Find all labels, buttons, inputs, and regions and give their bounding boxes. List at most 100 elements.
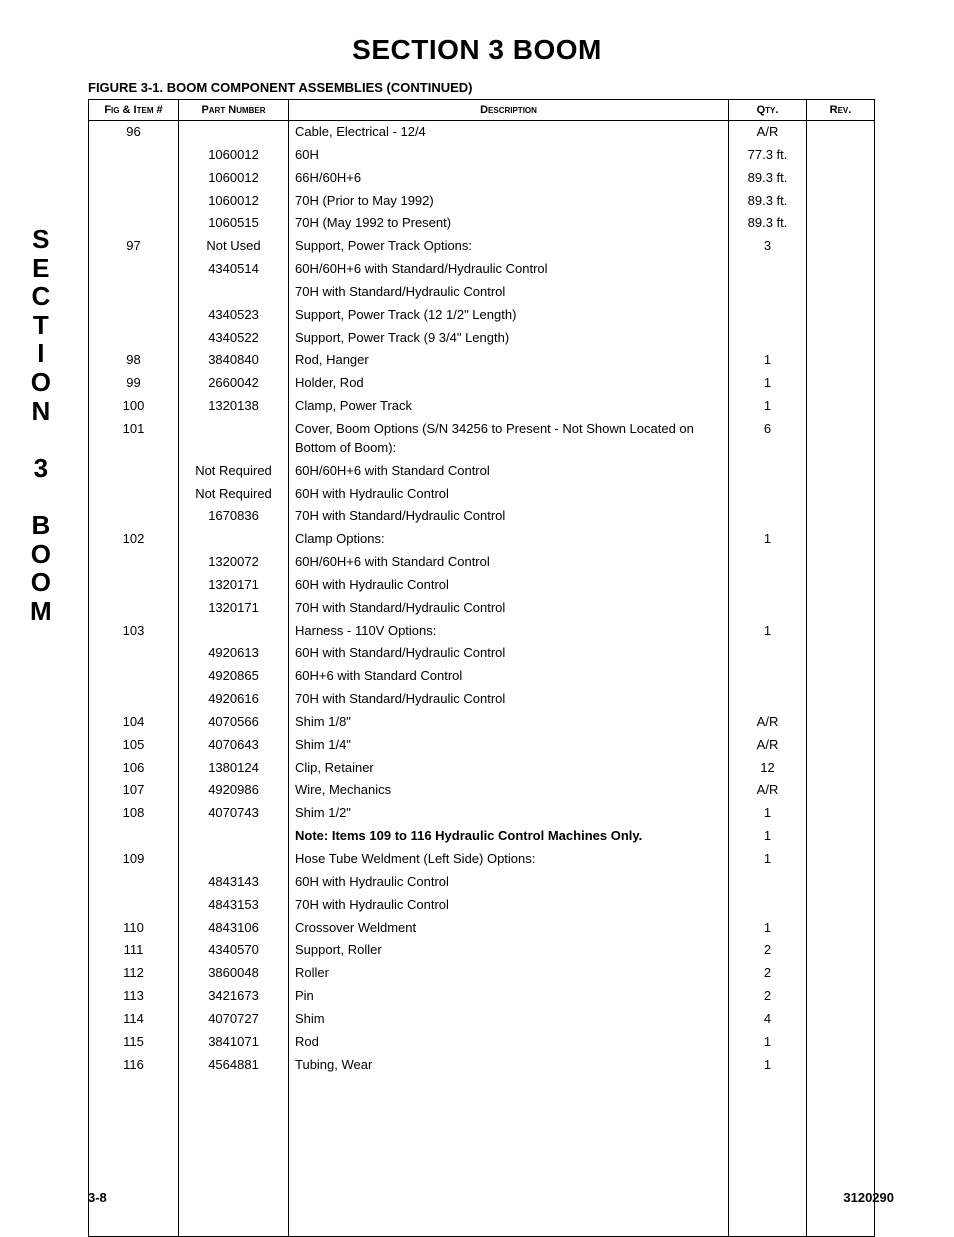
col-header-rev: Rev. — [807, 100, 875, 121]
col-header-part: Part Number — [179, 100, 289, 121]
cell-part: 4920616 — [179, 688, 289, 711]
cell-rev — [807, 985, 875, 1008]
table-row: 103Harness - 110V Options:1 — [89, 620, 875, 643]
cell-rev — [807, 483, 875, 506]
table-row: 96Cable, Electrical - 12/4A/R — [89, 121, 875, 144]
table-row: 1104843106Crossover Weldment1 — [89, 917, 875, 940]
cell-rev — [807, 871, 875, 894]
table-row: 1164564881Tubing, Wear1 — [89, 1054, 875, 1077]
cell-qty: 1 — [729, 349, 807, 372]
cell-part: 4070643 — [179, 734, 289, 757]
cell-desc: 60H/60H+6 with Standard/Hydraulic Contro… — [289, 258, 729, 281]
cell-part: 4843143 — [179, 871, 289, 894]
cell-rev — [807, 418, 875, 460]
figure-caption: FIGURE 3-1. BOOM COMPONENT ASSEMBLIES (C… — [88, 80, 894, 95]
cell-fig: 114 — [89, 1008, 179, 1031]
cell-part — [179, 281, 289, 304]
cell-part: Not Required — [179, 483, 289, 506]
page-footer: 3-8 3120290 — [88, 1190, 894, 1205]
cell-qty: 4 — [729, 1008, 807, 1031]
table-row: 434051460H/60H+6 with Standard/Hydraulic… — [89, 258, 875, 281]
cell-qty: 89.3 ft. — [729, 212, 807, 235]
cell-rev — [807, 505, 875, 528]
table-header-row: Fig & Item # Part Number Description Qty… — [89, 100, 875, 121]
cell-fig: 111 — [89, 939, 179, 962]
parts-table: Fig & Item # Part Number Description Qty… — [88, 99, 875, 1237]
cell-rev — [807, 688, 875, 711]
cell-fig — [89, 597, 179, 620]
col-header-fig: Fig & Item # — [89, 100, 179, 121]
table-row: 4340523Support, Power Track (12 1/2" Len… — [89, 304, 875, 327]
cell-qty: 2 — [729, 985, 807, 1008]
table-row: 484315370H with Hydraulic Control — [89, 894, 875, 917]
cell-rev — [807, 460, 875, 483]
cell-rev — [807, 962, 875, 985]
table-row: 1074920986Wire, MechanicsA/R — [89, 779, 875, 802]
table-row: 1084070743Shim 1/2"1 — [89, 802, 875, 825]
cell-rev — [807, 327, 875, 350]
cell-desc: 70H (Prior to May 1992) — [289, 190, 729, 213]
table-row: 132017170H with Standard/Hydraulic Contr… — [89, 597, 875, 620]
cell-fig — [89, 825, 179, 848]
cell-fig — [89, 688, 179, 711]
cell-qty — [729, 688, 807, 711]
cell-part: 4564881 — [179, 1054, 289, 1077]
cell-rev — [807, 190, 875, 213]
cell-rev — [807, 848, 875, 871]
filler-cell — [807, 1076, 875, 1236]
cell-part: 4920865 — [179, 665, 289, 688]
cell-desc: 70H with Standard/Hydraulic Control — [289, 688, 729, 711]
table-row: 1054070643Shim 1/4"A/R — [89, 734, 875, 757]
cell-fig: 101 — [89, 418, 179, 460]
filler-cell — [289, 1076, 729, 1236]
table-row: 4340522Support, Power Track (9 3/4" Leng… — [89, 327, 875, 350]
cell-fig: 113 — [89, 985, 179, 1008]
cell-qty: 2 — [729, 962, 807, 985]
section-title: SECTION 3 BOOM — [60, 34, 894, 66]
cell-desc: 70H with Standard/Hydraulic Control — [289, 597, 729, 620]
table-row: 97Not UsedSupport, Power Track Options:3 — [89, 235, 875, 258]
cell-rev — [807, 642, 875, 665]
cell-rev — [807, 551, 875, 574]
cell-desc: Cover, Boom Options (S/N 34256 to Presen… — [289, 418, 729, 460]
cell-qty: 1 — [729, 1031, 807, 1054]
cell-qty: A/R — [729, 711, 807, 734]
cell-rev — [807, 574, 875, 597]
cell-rev — [807, 711, 875, 734]
cell-qty — [729, 304, 807, 327]
cell-fig: 108 — [89, 802, 179, 825]
cell-qty — [729, 551, 807, 574]
cell-qty — [729, 574, 807, 597]
cell-fig: 104 — [89, 711, 179, 734]
cell-qty: 1 — [729, 372, 807, 395]
cell-qty: A/R — [729, 779, 807, 802]
cell-fig — [89, 483, 179, 506]
cell-qty: 1 — [729, 848, 807, 871]
cell-rev — [807, 235, 875, 258]
cell-rev — [807, 734, 875, 757]
cell-part: 1380124 — [179, 757, 289, 780]
cell-qty: 12 — [729, 757, 807, 780]
cell-rev — [807, 1008, 875, 1031]
cell-fig — [89, 190, 179, 213]
cell-desc: Clamp, Power Track — [289, 395, 729, 418]
side-tab: S E C T I O N 3 B O O M — [30, 225, 52, 625]
cell-rev — [807, 167, 875, 190]
table-row: 492061670H with Standard/Hydraulic Contr… — [89, 688, 875, 711]
cell-part: 4070566 — [179, 711, 289, 734]
cell-part: 2660042 — [179, 372, 289, 395]
cell-rev — [807, 1054, 875, 1077]
cell-fig: 98 — [89, 349, 179, 372]
filler-cell — [729, 1076, 807, 1236]
cell-desc: Shim 1/8" — [289, 711, 729, 734]
cell-desc: Rod — [289, 1031, 729, 1054]
cell-desc: 60H/60H+6 with Standard Control — [289, 460, 729, 483]
cell-desc: Rod, Hanger — [289, 349, 729, 372]
cell-desc: 60H with Standard/Hydraulic Control — [289, 642, 729, 665]
cell-part — [179, 121, 289, 144]
table-row: 492086560H+6 with Standard Control — [89, 665, 875, 688]
cell-qty: 1 — [729, 528, 807, 551]
cell-rev — [807, 121, 875, 144]
cell-fig: 109 — [89, 848, 179, 871]
cell-desc: Support, Power Track (12 1/2" Length) — [289, 304, 729, 327]
